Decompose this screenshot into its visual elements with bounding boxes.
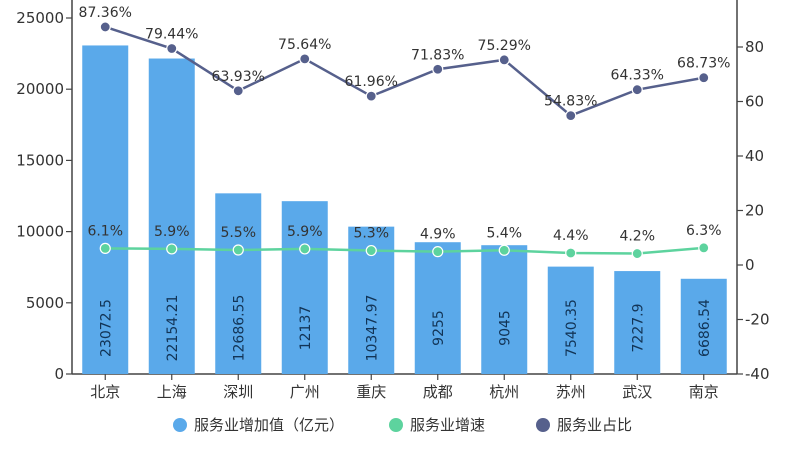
share-data-label: 64.33% — [611, 68, 664, 84]
bar[interactable] — [680, 278, 727, 374]
bar-data-label: 23072.5 — [98, 299, 114, 357]
legend-item-share-marker — [536, 418, 550, 432]
bar[interactable] — [414, 242, 461, 374]
growth-point[interactable] — [498, 244, 510, 256]
share-data-label: 79.44% — [145, 27, 198, 43]
share-point[interactable] — [99, 21, 111, 33]
bar-data-label: 22154.21 — [165, 295, 181, 362]
share-data-label: 63.93% — [212, 69, 265, 85]
left-tick-label: 20000 — [16, 80, 64, 98]
bar[interactable] — [215, 193, 262, 374]
bar-data-label: 9255 — [431, 310, 447, 346]
legend-item-growth-marker — [389, 418, 403, 432]
growth-data-label: 5.3% — [353, 226, 389, 242]
left-tick-label: 0 — [54, 365, 64, 383]
share-point[interactable] — [565, 109, 577, 122]
left-tick-label: 25000 — [16, 9, 64, 27]
growth-data-label: 6.3% — [686, 223, 722, 239]
share-data-label: 68.73% — [677, 56, 730, 72]
bar-data-label: 10347.97 — [364, 295, 380, 362]
bar-data-label: 12137 — [298, 306, 314, 351]
growth-point[interactable] — [365, 244, 377, 257]
share-point[interactable] — [432, 63, 444, 75]
x-tick-label: 成都 — [423, 383, 453, 401]
legend-item-value-label: 服务业增加值（亿元） — [194, 416, 344, 434]
share-point[interactable] — [498, 54, 510, 66]
x-tick-label: 南京 — [689, 383, 719, 401]
x-tick-label: 苏州 — [556, 383, 586, 401]
bar[interactable] — [148, 58, 195, 374]
left-tick-label: 15000 — [16, 151, 64, 169]
right-tick-label: -40 — [745, 365, 770, 383]
right-tick-label: 60 — [745, 93, 764, 111]
right-tick-label: 40 — [745, 147, 764, 165]
share-data-label: 61.96% — [345, 74, 398, 90]
bar-data-label: 12686.55 — [231, 295, 247, 362]
bar-data-label: 7540.35 — [564, 299, 580, 357]
share-point[interactable] — [698, 72, 710, 84]
legend-item-value-marker — [173, 418, 187, 432]
share-data-label: 87.36% — [79, 5, 132, 21]
growth-data-label: 5.9% — [287, 224, 323, 240]
x-tick-label: 重庆 — [356, 383, 386, 401]
x-tick-label: 北京 — [90, 383, 120, 401]
bar[interactable] — [547, 266, 594, 374]
growth-data-label: 4.2% — [619, 229, 655, 245]
growth-data-label: 6.1% — [87, 223, 123, 239]
share-point[interactable] — [166, 42, 178, 55]
share-point[interactable] — [232, 85, 244, 97]
growth-point[interactable] — [166, 243, 178, 255]
growth-point[interactable] — [432, 246, 444, 258]
x-tick-label: 深圳 — [223, 383, 253, 401]
x-tick-label: 广州 — [290, 383, 320, 401]
share-series-line — [104, 25, 704, 118]
left-tick-label: 10000 — [16, 223, 64, 241]
left-tick-label: 5000 — [26, 294, 64, 312]
growth-point[interactable] — [631, 247, 643, 260]
share-data-label: 75.29% — [478, 38, 531, 54]
bar-data-label: 6686.54 — [697, 299, 713, 357]
right-tick-label: 80 — [745, 38, 764, 56]
x-tick-label: 杭州 — [489, 383, 519, 401]
right-tick-label: 20 — [745, 202, 764, 220]
right-tick-label: -20 — [745, 311, 770, 329]
bar[interactable] — [281, 201, 328, 374]
x-tick-label: 上海 — [157, 383, 187, 401]
bar-data-label: 9045 — [497, 310, 513, 346]
x-tick-label: 武汉 — [622, 383, 652, 401]
share-data-label: 75.64% — [278, 37, 331, 53]
growth-point[interactable] — [698, 242, 710, 254]
share-data-label: 71.83% — [411, 47, 464, 63]
bar[interactable] — [614, 271, 661, 374]
growth-series-line — [105, 246, 704, 255]
right-tick-label: 0 — [745, 256, 755, 274]
legend-item-share-label: 服务业占比 — [557, 416, 632, 434]
growth-point[interactable] — [99, 242, 111, 254]
share-point[interactable] — [299, 53, 311, 65]
share-point[interactable] — [631, 84, 643, 96]
growth-data-label: 5.5% — [220, 225, 256, 241]
legend-item-growth-label: 服务业增速 — [410, 416, 485, 434]
growth-point[interactable] — [299, 243, 311, 255]
growth-data-label: 5.4% — [486, 225, 522, 241]
growth-data-label: 4.9% — [420, 227, 456, 243]
growth-data-label: 4.4% — [553, 228, 589, 244]
bar[interactable] — [481, 245, 528, 374]
growth-point[interactable] — [565, 247, 577, 259]
growth-point[interactable] — [232, 244, 244, 256]
bar[interactable] — [82, 45, 129, 374]
growth-data-label: 5.9% — [154, 224, 190, 240]
share-data-label: 54.83% — [544, 94, 597, 110]
bar-data-label: 7227.9 — [630, 304, 646, 353]
share-point[interactable] — [365, 90, 377, 102]
